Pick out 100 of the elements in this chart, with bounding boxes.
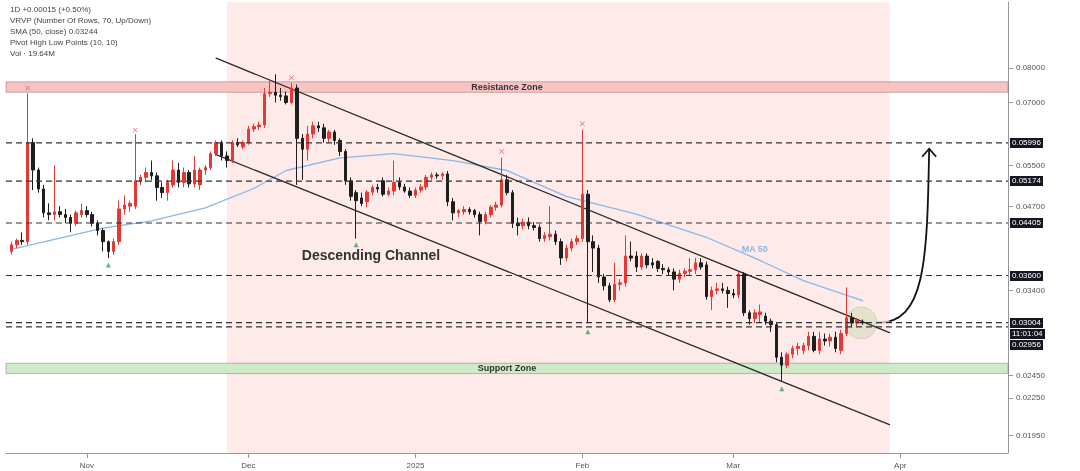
candlestick [327, 129, 331, 144]
candlestick [241, 139, 245, 150]
candlestick [225, 150, 229, 169]
candlestick [732, 288, 735, 299]
candlestick [31, 137, 35, 191]
y-tick-label: 0.01950 [1016, 430, 1046, 440]
candlestick [107, 239, 110, 259]
candlestick [850, 312, 854, 328]
candlestick [635, 250, 638, 273]
candlestick [694, 257, 697, 275]
candlestick [565, 244, 568, 262]
x-tick-label: Mar [726, 460, 741, 470]
text: 11:01:04 [1010, 328, 1045, 339]
candlestick [371, 184, 374, 196]
candlestick [263, 87, 266, 129]
candlestick [58, 205, 62, 218]
candlestick [785, 351, 789, 369]
candlestick [775, 322, 778, 363]
candlestick [699, 257, 703, 271]
candlestick [473, 208, 476, 218]
band-label: Resistance Zone [471, 82, 543, 93]
candlestick [37, 167, 40, 194]
candlestick [42, 184, 45, 218]
candlestick [387, 186, 390, 197]
candlestick [726, 286, 730, 309]
ref-line-label: 0.03600 [1010, 270, 1043, 281]
candlestick [322, 123, 326, 144]
candlestick [823, 333, 827, 347]
candlestick [117, 200, 121, 246]
y-tick-label: 0.05500 [1016, 160, 1046, 170]
candlestick [53, 164, 56, 221]
y-tick-label: 0.08000 [1016, 63, 1046, 73]
candlestick [845, 286, 848, 337]
candlestick [457, 208, 460, 218]
candlestick [64, 208, 67, 224]
candlestick [274, 73, 277, 103]
candlestick [333, 129, 336, 146]
x-tick-label: 2025 [406, 460, 425, 470]
candlestick [791, 345, 794, 359]
candlestick [306, 125, 309, 162]
candlestick [96, 219, 99, 236]
candlestick [80, 202, 83, 218]
candlestick [468, 206, 471, 216]
candlestick [742, 271, 746, 317]
candlestick [818, 331, 821, 355]
annotation: 1D +0.00015 (+0.50%) [10, 4, 92, 15]
candlestick [608, 282, 611, 303]
candlestick [629, 241, 633, 262]
candlestick [182, 167, 186, 188]
candlestick [645, 252, 649, 269]
candlestick [338, 137, 342, 157]
candlestick [214, 139, 218, 157]
candlestick [204, 164, 207, 176]
candlestick [554, 230, 557, 246]
candlestick [403, 183, 406, 194]
candlestick [802, 342, 805, 355]
candlestick [381, 176, 385, 197]
candlestick [247, 125, 250, 146]
x-tick-label: Feb [575, 460, 590, 470]
candlestick [462, 205, 466, 216]
annotation: Vol · 19.64M [10, 48, 56, 59]
band-label: Support Zone [477, 363, 537, 374]
candlestick [69, 214, 72, 233]
y-tick-label: 0.03400 [1016, 285, 1046, 295]
point [499, 148, 505, 154]
candlestick [414, 186, 417, 199]
candlestick [171, 160, 175, 188]
candlestick [365, 189, 369, 208]
candlestick [344, 148, 347, 186]
candlestick [209, 150, 212, 171]
candlestick [26, 92, 29, 246]
candlestick [10, 241, 13, 256]
candlestick [284, 91, 288, 105]
candlestick [812, 331, 816, 353]
candlestick [828, 333, 832, 348]
candlestick [532, 221, 536, 231]
candlestick [640, 252, 643, 271]
candlestick [279, 87, 282, 102]
candlestick [435, 171, 439, 180]
x-tick-label: Apr [894, 460, 907, 470]
candlestick [521, 218, 525, 230]
y-tick-label: 0.07000 [1016, 98, 1046, 107]
candlestick [570, 238, 573, 252]
y-tick-label: 0.04700 [1016, 201, 1046, 211]
candlestick [398, 176, 401, 191]
candlestick [317, 121, 320, 133]
candlestick [74, 210, 78, 227]
y-tick-label: 0.02450 [1016, 371, 1046, 381]
candlestick [47, 202, 51, 221]
candlestick [311, 121, 315, 139]
candlestick [268, 80, 272, 98]
candlestick [721, 282, 724, 294]
candlestick [705, 260, 708, 301]
candlestick [112, 238, 115, 256]
candlestick [392, 160, 396, 196]
candlestick [667, 266, 670, 277]
candlestick [446, 170, 449, 207]
candlestick [451, 197, 455, 221]
candlestick [441, 171, 444, 181]
candlestick [618, 278, 622, 291]
